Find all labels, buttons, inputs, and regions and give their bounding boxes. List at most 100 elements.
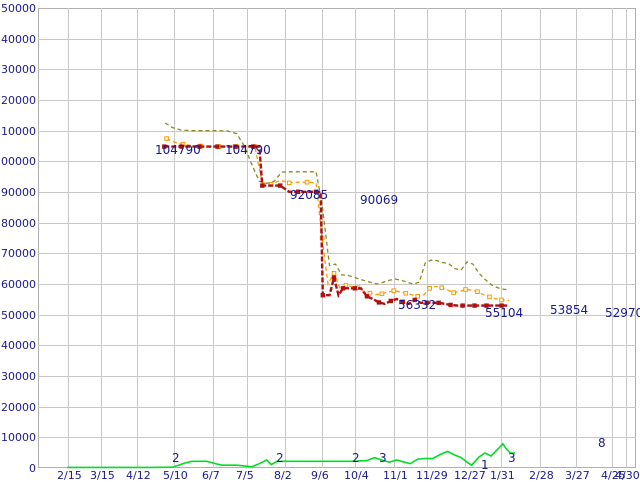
data-point-marker	[364, 294, 370, 299]
y-axis-tick-label: 90000	[1, 186, 36, 199]
data-point-marker	[475, 289, 480, 294]
x-axis-tick-label: 7/5	[236, 469, 254, 482]
gridline-horizontal	[38, 345, 636, 346]
y-axis-tick-label: 70000	[1, 247, 36, 260]
data-point-marker	[286, 180, 292, 186]
data-point-marker	[197, 144, 202, 149]
data-point-marker	[215, 144, 220, 149]
y-axis-tick-label: 130000	[0, 63, 36, 76]
data-point-marker	[164, 136, 169, 141]
data-point-marker	[439, 285, 444, 290]
data-point-marker	[400, 299, 406, 305]
x-axis-tick-label: 4/12	[126, 469, 151, 482]
gridline-vertical	[247, 8, 248, 468]
data-point-marker	[451, 290, 456, 295]
x-axis-tick-label: 4/30	[615, 469, 640, 482]
data-value-label: 52970	[605, 306, 640, 320]
data-point-marker	[424, 300, 429, 306]
data-value-label: 53854	[550, 303, 589, 317]
gridline-vertical	[612, 8, 613, 468]
data-point-marker	[304, 179, 310, 185]
data-point-marker	[331, 271, 337, 276]
x-axis-tick-label: 3/27	[565, 469, 590, 482]
data-point-marker	[278, 183, 283, 188]
data-point-marker	[463, 287, 468, 292]
y-axis-tick-label: 40000	[1, 339, 36, 352]
gridline-vertical	[137, 8, 138, 468]
y-axis-tick-label: 60000	[1, 278, 36, 291]
data-value-label: 104790	[155, 143, 201, 157]
x-axis-tick-label: 5/10	[163, 469, 188, 482]
data-point-marker	[388, 298, 394, 304]
y-axis-tick-label: 10000	[1, 431, 36, 444]
data-value-label: 55104	[485, 306, 524, 320]
gridline-vertical	[285, 8, 286, 468]
gridline-vertical	[68, 8, 69, 468]
y-axis-tick-label: 0	[29, 462, 36, 475]
series-secondary	[164, 136, 509, 303]
data-point-marker	[379, 291, 385, 297]
data-point-marker	[499, 303, 504, 308]
data-point-marker	[251, 144, 256, 149]
gridline-vertical	[576, 8, 577, 468]
y-axis-tick-label: 140000	[0, 33, 36, 46]
data-value-label: 92085	[290, 188, 329, 202]
data-point-marker	[484, 303, 489, 308]
data-point-marker	[179, 144, 184, 149]
gridline-horizontal	[38, 192, 636, 193]
data-point-marker	[460, 303, 465, 308]
x-axis-tick-label: 2/15	[57, 469, 82, 482]
x-axis-tick-label: 10/4	[344, 469, 369, 482]
x-axis-tick-label: 6/7	[202, 469, 220, 482]
gridline-horizontal	[38, 69, 636, 70]
gridline-horizontal	[38, 253, 636, 254]
series-primary	[162, 144, 509, 308]
y-axis-tick-label: 20000	[1, 401, 36, 414]
data-value-label: 104790	[225, 143, 271, 157]
gridline-horizontal	[38, 315, 636, 316]
data-point-marker	[448, 302, 453, 308]
gridline-vertical	[465, 8, 466, 468]
x-axis-tick-label: 3/15	[90, 469, 115, 482]
gridline-vertical	[355, 8, 356, 468]
gridline-horizontal	[38, 376, 636, 377]
gridline-horizontal	[38, 161, 636, 162]
data-point-marker	[412, 297, 417, 303]
gridline-vertical	[626, 8, 627, 468]
volume-value-label: 2	[276, 451, 284, 465]
data-value-label: 56332	[398, 298, 437, 312]
data-point-marker	[313, 189, 319, 195]
data-point-marker	[331, 275, 337, 280]
x-axis-tick-label: 9/6	[311, 469, 329, 482]
data-point-marker	[427, 286, 432, 291]
data-point-marker	[391, 288, 397, 293]
x-axis-tick-label: 2/28	[529, 469, 554, 482]
data-point-marker	[376, 300, 382, 305]
data-point-marker	[487, 294, 492, 300]
gridline-vertical	[501, 8, 502, 468]
data-point-marker	[320, 293, 326, 298]
x-axis-tick-label: 1/31	[490, 469, 515, 482]
gridline-horizontal	[38, 39, 636, 40]
gridline-horizontal	[38, 131, 636, 132]
volume-value-label: 3	[379, 451, 387, 465]
volume-value-label: 2	[172, 451, 180, 465]
y-axis-tick-label: 100000	[0, 155, 36, 168]
gridline-horizontal	[38, 223, 636, 224]
x-axis-tick-label: 12/27	[454, 469, 486, 482]
x-axis-tick-label: 8/2	[274, 469, 292, 482]
x-axis-tick-label: 4/25	[601, 469, 626, 482]
data-point-marker	[352, 286, 358, 291]
gridline-vertical	[540, 8, 541, 468]
volume-value-label: 8	[598, 436, 606, 450]
volume-value-label: 3	[508, 451, 516, 465]
data-point-marker	[415, 294, 420, 299]
volume-value-label: 1	[481, 458, 489, 472]
y-axis-tick-label: 50000	[1, 309, 36, 322]
data-value-label: 90069	[360, 193, 399, 207]
y-axis-tick-label: 120000	[0, 94, 36, 107]
data-point-marker	[499, 297, 504, 303]
gridline-vertical	[213, 8, 214, 468]
gridline-vertical	[174, 8, 175, 468]
